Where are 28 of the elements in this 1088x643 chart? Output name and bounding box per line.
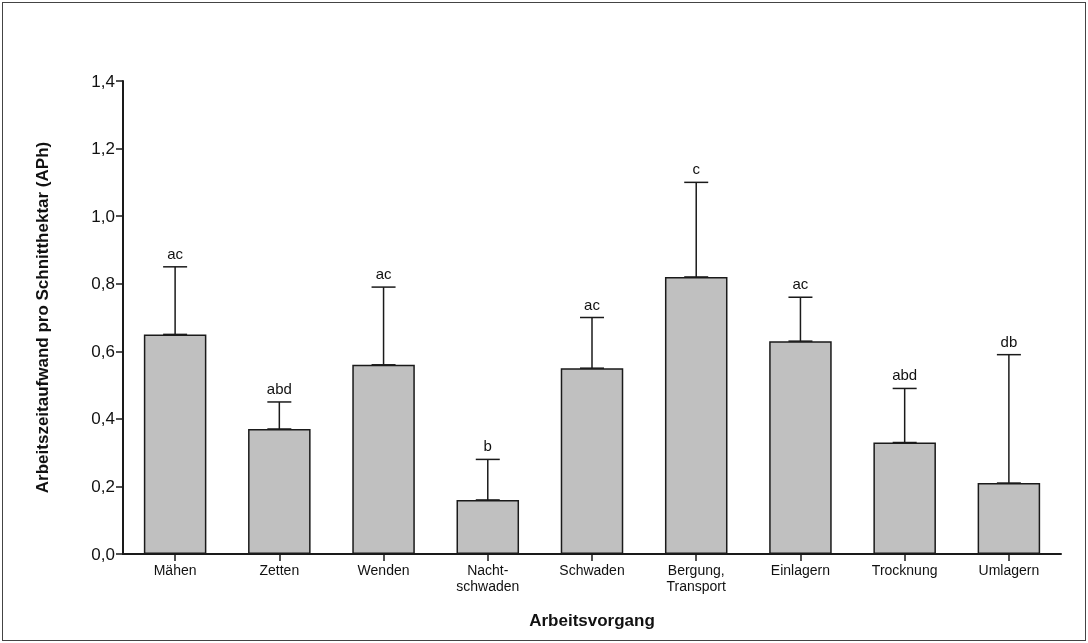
y-tick-label: 0,8 [91,274,115,294]
x-tick-label: Bergung, Transport [666,562,727,594]
annotation: abd [266,379,292,397]
x-tick-label: Schwaden [559,562,625,578]
x-tick-label: Einlagern [770,562,831,578]
annotation: abd [892,366,918,384]
y-tick-label: 0,2 [91,476,115,496]
x-tick-label: Zetten [259,562,300,578]
annotation: db [1000,332,1018,350]
y-tick-label: 0,0 [91,544,115,564]
annotation: ac [167,244,184,262]
annotation: c [692,160,701,178]
x-axis-title: Arbeitsvorgang [529,611,655,630]
annotation: ac [375,265,392,283]
annotation: b [483,437,492,455]
y-tick-label: 0,4 [91,409,115,429]
y-tick-label: 0,6 [91,341,115,361]
annotation: ac [792,275,809,293]
x-tick-label: Trocknung [871,562,938,578]
y-axis-title: Arbeitszeitaufwand pro Schnitthektar (APh) [33,141,52,494]
x-tick-label: Mähen [153,562,197,578]
x-tick-label: Nacht- schwaden [456,562,520,594]
y-tick-label: 1,0 [91,206,115,226]
x-tick-label: Wenden [357,562,410,578]
y-tick-label: 1,2 [91,139,115,159]
x-tick-label: Umlagern [978,562,1040,578]
y-tick-label: 1,4 [91,71,115,91]
annotation: ac [584,295,601,313]
